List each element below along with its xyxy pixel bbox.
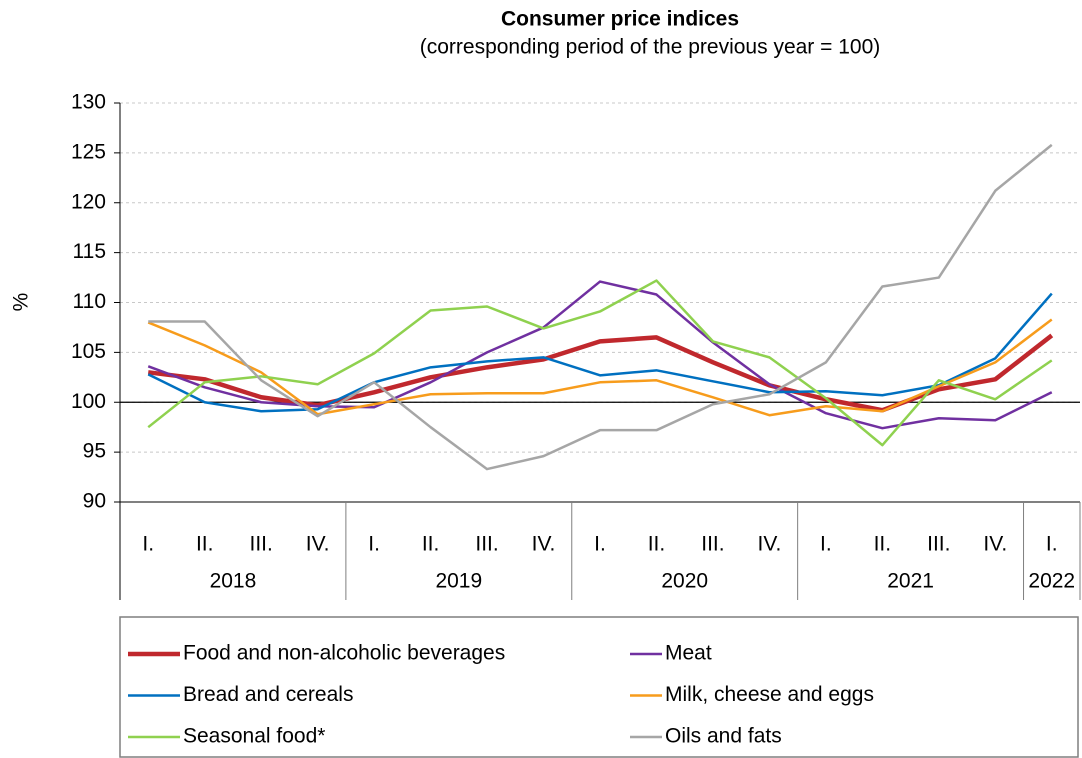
series-line	[148, 143, 1053, 471]
chart-subtitle: (corresponding period of the previous ye…	[420, 36, 881, 59]
y-axis-label: %	[10, 293, 33, 312]
x-tick-label: III.	[250, 533, 273, 556]
y-tick-label: 130	[71, 91, 106, 114]
y-tick-label: 115	[73, 240, 106, 263]
series-line	[147, 279, 1053, 447]
x-group-label: 2020	[661, 570, 708, 593]
x-tick-label: III.	[475, 533, 498, 556]
y-tick-label: 110	[73, 290, 106, 313]
series-line	[147, 318, 1053, 417]
x-tick-label: I.	[368, 533, 380, 556]
x-tick-label: III.	[701, 533, 724, 556]
legend-label: Milk, cheese and eggs	[665, 683, 874, 706]
x-tick-label: I.	[820, 533, 832, 556]
x-group-label: 2018	[210, 570, 257, 593]
x-group-label: 2021	[887, 570, 934, 593]
x-group-label: 2019	[435, 570, 482, 593]
x-tick-label: IV.	[983, 533, 1007, 556]
legend-label: Seasonal food*	[183, 725, 325, 748]
legend-label: Bread and cereals	[183, 683, 353, 706]
y-tick-label: 120	[71, 190, 106, 213]
y-tick-label: 125	[71, 140, 106, 163]
x-tick-label: II.	[422, 533, 440, 556]
y-tick-label: 90	[83, 490, 106, 513]
legend-label: Oils and fats	[665, 725, 782, 748]
x-tick-label: I.	[594, 533, 606, 556]
series-line	[147, 333, 1054, 413]
legend-box	[119, 616, 1079, 758]
series-line	[147, 292, 1053, 413]
chart-title: Consumer price indices	[501, 8, 739, 31]
x-tick-label: IV.	[532, 533, 556, 556]
legend-label: Meat	[665, 642, 712, 665]
y-tick-label: 100	[71, 390, 106, 413]
x-tick-label: I.	[1046, 533, 1058, 556]
y-tick-label: 95	[83, 440, 106, 463]
x-tick-label: II.	[874, 533, 892, 556]
x-tick-label: II.	[648, 533, 666, 556]
x-tick-label: III.	[927, 533, 950, 556]
x-group-label: 2022	[1028, 570, 1075, 593]
x-tick-label: IV.	[306, 533, 330, 556]
legend-label: Food and non-alcoholic beverages	[183, 642, 505, 665]
x-tick-label: IV.	[758, 533, 782, 556]
y-tick-label: 105	[71, 340, 106, 363]
x-tick-label: I.	[142, 533, 154, 556]
x-tick-label: II.	[196, 533, 214, 556]
